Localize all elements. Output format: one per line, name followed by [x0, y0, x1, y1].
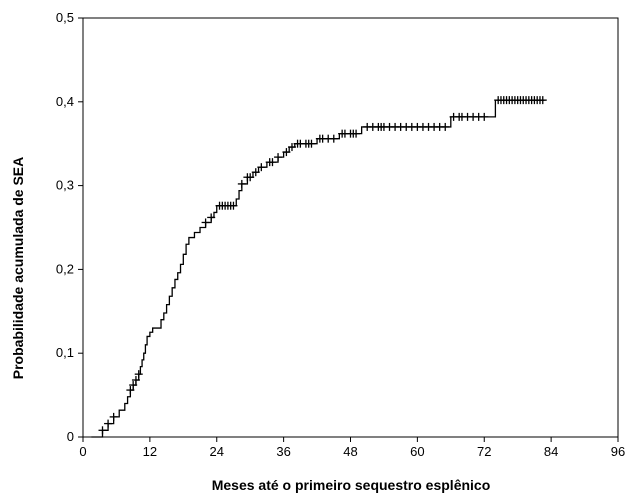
y-tick-label: 0,5	[56, 10, 74, 25]
x-tick-label: 36	[276, 444, 290, 459]
censor-mark	[282, 148, 291, 157]
x-tick-label: 0	[79, 444, 86, 459]
censor-mark	[131, 376, 140, 385]
x-tick-label: 12	[143, 444, 157, 459]
y-tick-label: 0	[67, 429, 74, 444]
y-tick-label: 0,4	[56, 94, 74, 109]
x-axis-title: Meses até o primeiro sequestro esplênico	[212, 477, 491, 493]
censor-mark	[480, 112, 489, 121]
x-tick-label: 48	[343, 444, 357, 459]
y-tick-label: 0,2	[56, 261, 74, 276]
censor-mark	[98, 426, 107, 435]
censor-mark	[126, 386, 135, 395]
y-tick-label: 0,1	[56, 345, 74, 360]
censor-mark	[201, 218, 210, 227]
survival-step-line	[91, 99, 546, 438]
censor-mark	[307, 139, 316, 148]
censor-mark	[287, 143, 296, 152]
censor-mark	[109, 412, 118, 421]
y-axis-title: Probabilidade acumulada de SEA	[10, 157, 26, 380]
y-tick-label: 0,3	[56, 178, 74, 193]
censor-mark	[251, 168, 260, 177]
censor-mark	[274, 153, 283, 162]
censor-mark	[441, 122, 450, 131]
censor-mark	[207, 213, 216, 222]
x-tick-label: 96	[611, 444, 625, 459]
plot-frame	[82, 17, 619, 438]
censor-mark	[237, 179, 246, 188]
censor-mark	[268, 158, 277, 167]
censor-mark	[229, 201, 238, 210]
x-tick-label: 24	[210, 444, 224, 459]
x-tick-label: 60	[410, 444, 424, 459]
censor-mark	[134, 370, 143, 379]
censor-mark	[538, 96, 547, 105]
x-tick-label: 72	[477, 444, 491, 459]
censor-mark	[104, 419, 113, 428]
y-axis-ticks: 0 0,1 0,2 0,3 0,4 0,5	[56, 10, 83, 444]
x-axis-ticks: 0 12 24 36 48 60 72 84 96	[79, 437, 625, 459]
censor-mark	[352, 129, 361, 138]
censor-mark	[257, 163, 266, 172]
censor-mark	[246, 173, 255, 182]
plot-marks	[91, 96, 547, 438]
censor-mark	[329, 134, 338, 143]
censor-mark	[129, 381, 138, 390]
x-tick-label: 84	[544, 444, 558, 459]
